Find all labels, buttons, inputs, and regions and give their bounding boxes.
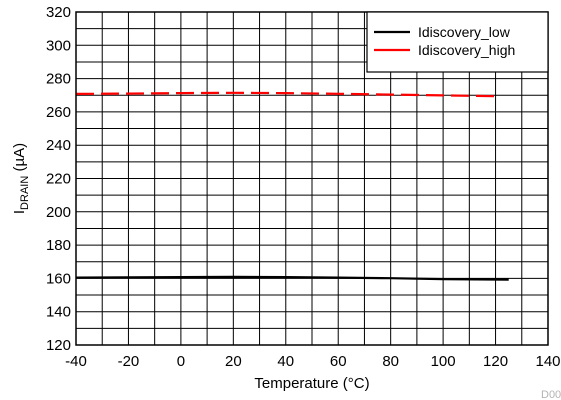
y-tick-label: 160 — [46, 270, 71, 287]
x-tick-label: 0 — [177, 353, 185, 370]
y-tick-label: 320 — [46, 4, 71, 21]
y-tick-label: 200 — [46, 204, 71, 221]
x-tick-label: -20 — [118, 353, 140, 370]
x-tick-label: -40 — [65, 353, 87, 370]
y-axis-title-subscript: DRAIN — [19, 176, 31, 210]
x-tick-label: 20 — [225, 353, 242, 370]
figure-code: D00 — [541, 389, 561, 400]
legend-label-high: Idiscovery_high — [418, 42, 515, 58]
legend-box — [366, 11, 549, 73]
x-tick-label: 60 — [330, 353, 347, 370]
y-tick-label: 120 — [46, 337, 71, 354]
series-lines — [75, 91, 509, 281]
y-tick-label: 260 — [46, 104, 71, 121]
plot-frame — [75, 11, 549, 346]
y-tick-label: 220 — [46, 171, 71, 188]
y-axis-title-unit: (µA) — [11, 143, 28, 176]
y-tick-label: 180 — [46, 237, 71, 254]
y-tick-label: 300 — [46, 37, 71, 54]
x-tick-label: 120 — [483, 353, 508, 370]
y-axis-title-main: I — [11, 210, 28, 214]
x-tick-label: 140 — [535, 353, 560, 370]
legend: Idiscovery_low Idiscovery_high — [366, 11, 549, 73]
y-axis-title: IDRAIN (µA) — [11, 143, 31, 214]
tick-labels: -40 -20 0 20 40 60 80 100 120 140 120 140 160 180 200 2… — [46, 4, 561, 370]
x-tick-label: 40 — [277, 353, 294, 370]
x-axis-title: Temperature (°C) — [254, 375, 369, 392]
series-line-high — [75, 91, 496, 98]
x-tick-label: 100 — [431, 353, 456, 370]
y-tick-label: 280 — [46, 71, 71, 88]
x-tick-label: 80 — [382, 353, 399, 370]
y-tick-label: 140 — [46, 304, 71, 321]
legend-label-low: Idiscovery_low — [418, 24, 511, 40]
series-line-low — [75, 275, 509, 281]
y-tick-label: 240 — [46, 137, 71, 154]
